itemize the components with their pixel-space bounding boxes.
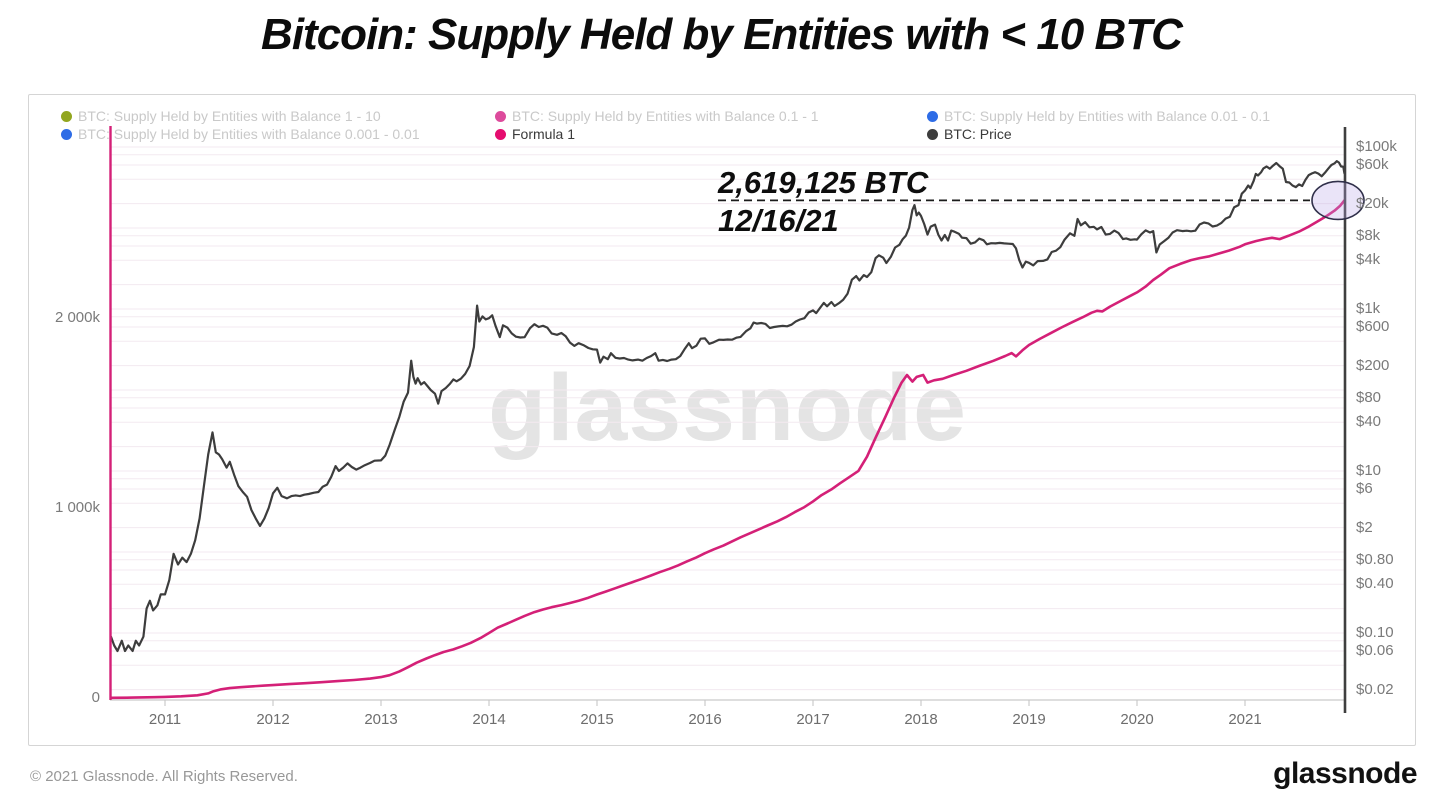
left-axis-tick-label: 1 000k <box>54 499 100 516</box>
right-axis-tick-label: $80 <box>1356 388 1382 406</box>
right-axis-tick-label: $0.40 <box>1356 575 1394 593</box>
right-axis-tick-label: $0.80 <box>1356 550 1394 568</box>
glassnode-logo: glassnode <box>1273 757 1417 790</box>
legend-dot <box>495 129 506 140</box>
legend-dot <box>927 129 938 140</box>
legend-dot <box>61 111 72 122</box>
right-axis-tick-label: $0.10 <box>1356 624 1394 641</box>
annotation-value: 2,619,125 BTC <box>718 165 929 200</box>
x-axis-tick-label: 2016 <box>688 711 722 728</box>
right-axis-tick-label: $1k <box>1356 300 1381 317</box>
right-axis-tick-label: $0.06 <box>1356 641 1394 659</box>
right-axis-tick-label: $2 <box>1356 518 1373 536</box>
left-axis-tick-label: 2 000k <box>54 309 100 326</box>
right-axis-tick-label: $4k <box>1356 251 1381 269</box>
legend-label: BTC: Price <box>944 126 1012 142</box>
legend-item-5[interactable]: BTC: Price <box>927 127 1012 142</box>
x-axis-tick-label: 2019 <box>1012 711 1046 728</box>
right-axis-tick-label: $0.02 <box>1356 680 1394 698</box>
x-axis-tick-label: 2018 <box>904 711 938 728</box>
legend-dot <box>927 111 938 122</box>
legend-item-3[interactable]: BTC: Supply Held by Entities with Balanc… <box>61 127 420 142</box>
right-axis-tick-label: $8k <box>1356 226 1381 244</box>
annotation-date: 12/16/21 <box>718 203 839 238</box>
right-axis-tick-label: $100k <box>1356 138 1397 155</box>
chart-card <box>28 94 1416 746</box>
legend-label: BTC: Supply Held by Entities with Balanc… <box>944 108 1271 124</box>
chart-annotation: 2,619,125 BTC 12/16/21 <box>718 166 928 238</box>
x-axis-tick-label: 2012 <box>256 711 290 728</box>
legend-label: BTC: Supply Held by Entities with Balanc… <box>512 108 819 124</box>
legend-label: BTC: Supply Held by Entities with Balanc… <box>78 126 420 142</box>
x-axis-tick-label: 2013 <box>364 711 398 728</box>
legend-item-4[interactable]: Formula 1 <box>495 127 575 142</box>
price-line <box>109 160 1346 653</box>
right-axis-tick-label: $200 <box>1356 356 1390 374</box>
right-axis-tick-label: $600 <box>1356 317 1390 335</box>
x-axis-tick-label: 2015 <box>580 711 614 728</box>
legend-label: Formula 1 <box>512 126 576 142</box>
left-axis-tick-label: 0 <box>91 689 100 706</box>
x-axis-tick-label: 2014 <box>472 711 506 728</box>
right-axis-tick-label: $10 <box>1356 462 1382 479</box>
legend-item-0[interactable]: BTC: Supply Held by Entities with Balanc… <box>61 109 381 124</box>
footer-copyright: © 2021 Glassnode. All Rights Reserved. <box>30 768 298 785</box>
right-axis-tick-label: $20k <box>1356 194 1389 212</box>
x-axis-tick-label: 2020 <box>1120 711 1154 728</box>
x-axis-tick-label: 2011 <box>148 711 182 728</box>
annotation-circle <box>1311 180 1365 221</box>
legend-item-2[interactable]: BTC: Supply Held by Entities with Balanc… <box>927 109 1270 124</box>
legend-dot <box>61 129 72 140</box>
page-title: Bitcoin: Supply Held by Entities with < … <box>261 10 1183 59</box>
legend-dot <box>495 111 506 122</box>
supply-line <box>109 199 1346 700</box>
x-axis-tick-label: 2017 <box>796 711 830 728</box>
right-axis-tick-label: $40 <box>1356 413 1382 431</box>
legend-label: BTC: Supply Held by Entities with Balanc… <box>78 108 381 124</box>
legend-item-1[interactable]: BTC: Supply Held by Entities with Balanc… <box>495 109 819 124</box>
right-axis-tick-label: $60k <box>1356 155 1389 173</box>
right-axis-tick-label: $6 <box>1356 479 1373 497</box>
x-axis-tick-label: 2021 <box>1228 711 1262 728</box>
